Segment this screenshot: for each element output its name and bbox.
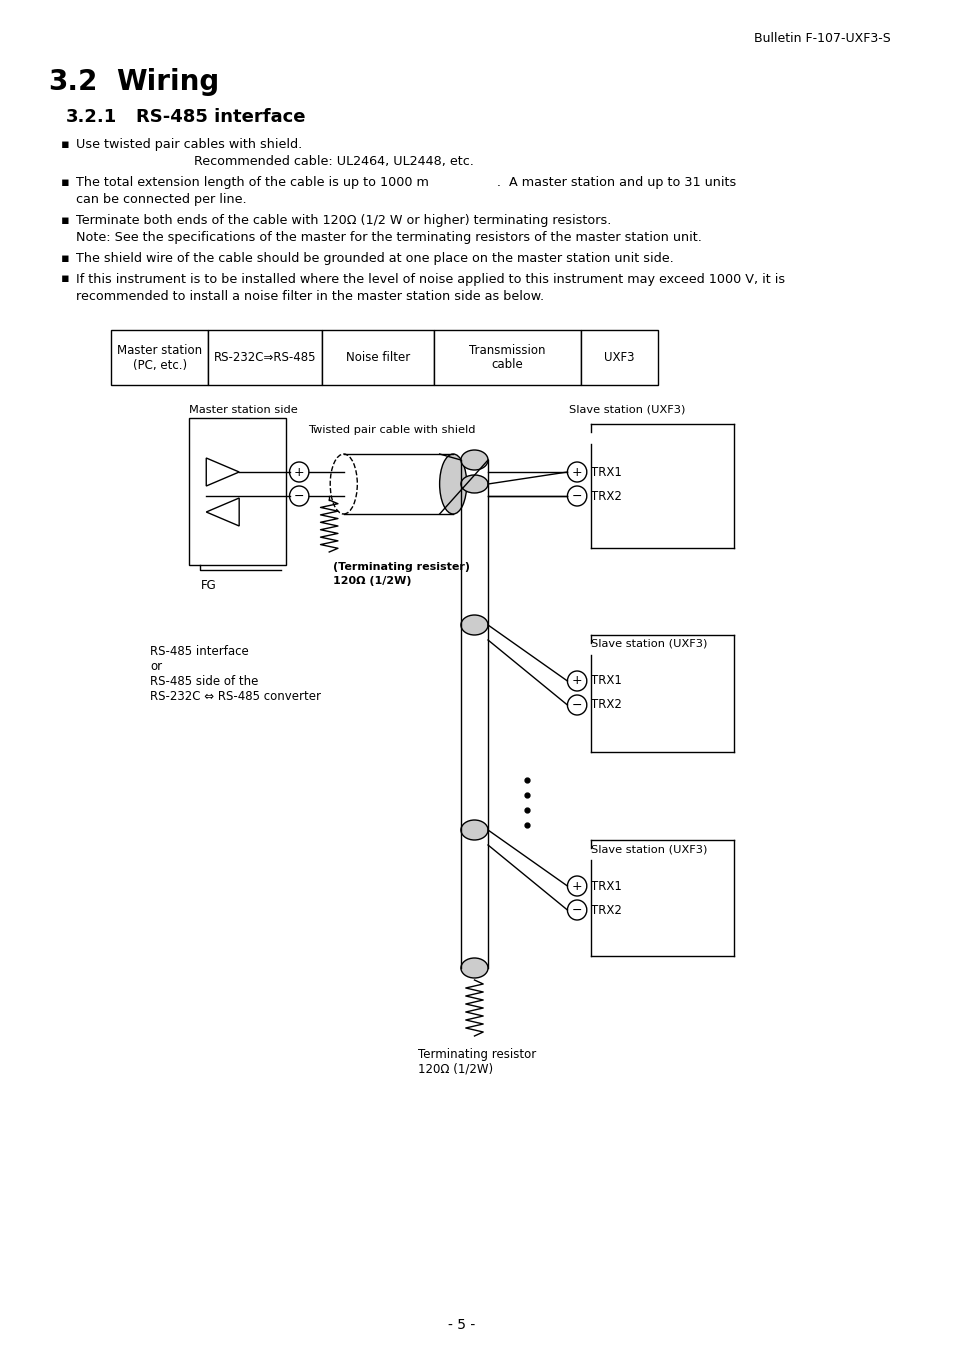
Text: TRX2: TRX2 [590,489,621,503]
Text: The total extension length of the cable is up to 1000 m                 .  A mas: The total extension length of the cable … [75,176,735,189]
Ellipse shape [460,820,488,840]
Text: ▪: ▪ [61,213,70,227]
Text: ▪: ▪ [61,273,70,285]
Bar [434,330,580,385]
Text: 120Ω (1/2W): 120Ω (1/2W) [333,576,411,586]
Ellipse shape [460,450,488,470]
Text: Master station side: Master station side [189,405,297,415]
Text: 3.2: 3.2 [49,68,98,96]
Text: −: − [294,489,304,503]
Text: The shield wire of the cable should be grounded at one place on the master stati: The shield wire of the cable should be g… [75,253,673,265]
Text: RS-485 interface: RS-485 interface [135,108,305,126]
Ellipse shape [460,476,488,493]
Text: FG: FG [200,580,216,592]
Text: Bulletin F-107-UXF3-S: Bulletin F-107-UXF3-S [753,32,890,45]
Text: Recommended cable: UL2464, UL2448, etc.: Recommended cable: UL2464, UL2448, etc. [193,155,473,169]
Text: ▪: ▪ [61,253,70,265]
Text: +: + [571,466,582,478]
Ellipse shape [460,615,488,635]
Text: Terminate both ends of the cable with 120Ω (1/2 W or higher) terminating resisto: Terminate both ends of the cable with 12… [75,213,610,227]
Text: Use twisted pair cables with shield.: Use twisted pair cables with shield. [75,138,301,151]
Text: Twisted pair cable with shield: Twisted pair cable with shield [308,426,475,435]
Text: ▪: ▪ [61,176,70,189]
Text: Noise filter: Noise filter [346,351,410,363]
Text: can be connected per line.: can be connected per line. [75,193,246,207]
Text: 3.2.1: 3.2.1 [66,108,117,126]
Text: RS-485 side of the: RS-485 side of the [150,676,258,688]
Text: +: + [571,880,582,893]
Ellipse shape [439,454,466,513]
Text: Transmission
cable: Transmission cable [469,343,545,372]
Text: 120Ω (1/2W): 120Ω (1/2W) [417,1062,493,1075]
Text: Note: See the specifications of the master for the terminating resistors of the : Note: See the specifications of the mast… [75,231,700,245]
Text: Slave station (UXF3): Slave station (UXF3) [569,405,685,415]
Text: Slave station (UXF3): Slave station (UXF3) [590,639,706,648]
Bar [112,330,208,385]
Text: TRX1: TRX1 [590,674,621,688]
Text: +: + [571,674,582,688]
Text: recommended to install a noise filter in the master station side as below.: recommended to install a noise filter in… [75,290,543,303]
Text: or: or [150,661,162,673]
Text: TRX2: TRX2 [590,698,621,712]
Text: Slave station (UXF3): Slave station (UXF3) [590,844,706,854]
Text: UXF3: UXF3 [604,351,635,363]
Ellipse shape [460,958,488,978]
Text: RS-232C ⇔ RS-485 converter: RS-232C ⇔ RS-485 converter [150,690,321,703]
Text: - 5 -: - 5 - [448,1319,475,1332]
Text: Terminating resistor: Terminating resistor [417,1048,536,1061]
Text: −: − [571,904,581,916]
Text: (Terminating resister): (Terminating resister) [333,562,470,571]
Text: −: − [571,698,581,712]
Text: TRX2: TRX2 [590,904,621,916]
Text: +: + [294,466,304,478]
Text: TRX1: TRX1 [590,466,621,478]
Bar [580,330,658,385]
Text: RS-232C⇒RS-485: RS-232C⇒RS-485 [213,351,316,363]
Bar [322,330,434,385]
Bar [189,417,285,565]
Text: RS-485 interface: RS-485 interface [150,644,249,658]
Text: Wiring: Wiring [116,68,219,96]
Text: If this instrument is to be installed where the level of noise applied to this i: If this instrument is to be installed wh… [75,273,783,285]
Text: −: − [571,489,581,503]
Bar [208,330,322,385]
Text: TRX1: TRX1 [590,880,621,893]
Text: Master station
(PC, etc.): Master station (PC, etc.) [117,343,202,372]
Text: ▪: ▪ [61,138,70,151]
